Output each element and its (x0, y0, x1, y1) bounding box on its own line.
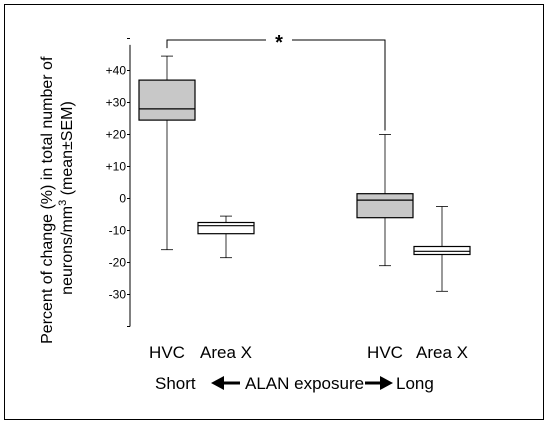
significance-marker: * (275, 32, 283, 54)
box-3 (356, 134, 414, 267)
y-axis-label-suffix: (mean±SEM) (59, 101, 76, 200)
y-tick-label: +20 (106, 128, 127, 142)
arrow-right-head (380, 376, 393, 390)
bracket-right (292, 39, 386, 131)
box-2 (197, 215, 255, 259)
category-label: HVC (149, 343, 185, 362)
y-tick-label: -10 (109, 224, 127, 238)
exposure-short-label: Short (155, 374, 196, 393)
category-labels: HVC Area X HVC Area X (149, 343, 468, 362)
significance-bracket: * (166, 32, 386, 131)
y-tick-label: -20 (109, 256, 127, 270)
box-body (413, 245, 471, 256)
exposure-long-label: Long (396, 374, 434, 393)
category-label: Area X (200, 343, 252, 362)
y-tick-label: +10 (106, 160, 127, 174)
y-tick-label: -30 (109, 288, 127, 302)
category-label: Area X (416, 343, 468, 362)
y-axis-label-line2: neurons/mm3 (mean±SEM) (57, 101, 76, 295)
box-series (138, 55, 471, 292)
box-4 (413, 206, 471, 292)
y-axis-label-line1: Percent of change (%) in total number of (39, 56, 56, 344)
y-axis-label-superscript: 3 (57, 200, 69, 206)
y-axis-label-unit: neurons/mm (59, 206, 76, 295)
y-tick-label: +40 (106, 64, 127, 78)
category-label: HVC (367, 343, 403, 362)
arrow-left-head (211, 376, 224, 390)
box-body (356, 193, 414, 219)
y-axis-label: Percent of change (%) in total number of… (39, 52, 76, 344)
box-body (197, 221, 255, 235)
box-body (138, 79, 196, 121)
y-tick-label: +30 (106, 96, 127, 110)
figure-frame (4, 4, 544, 420)
y-tick-label: 0 (119, 192, 126, 206)
exposure-label: Short ALAN exposure Long (155, 374, 434, 393)
box-1 (138, 55, 196, 251)
exposure-middle-label: ALAN exposure (245, 374, 364, 393)
bracket-left (166, 39, 266, 49)
y-axis: +40 +30 +20 +10 0 -10 -20 -30 (106, 38, 131, 327)
